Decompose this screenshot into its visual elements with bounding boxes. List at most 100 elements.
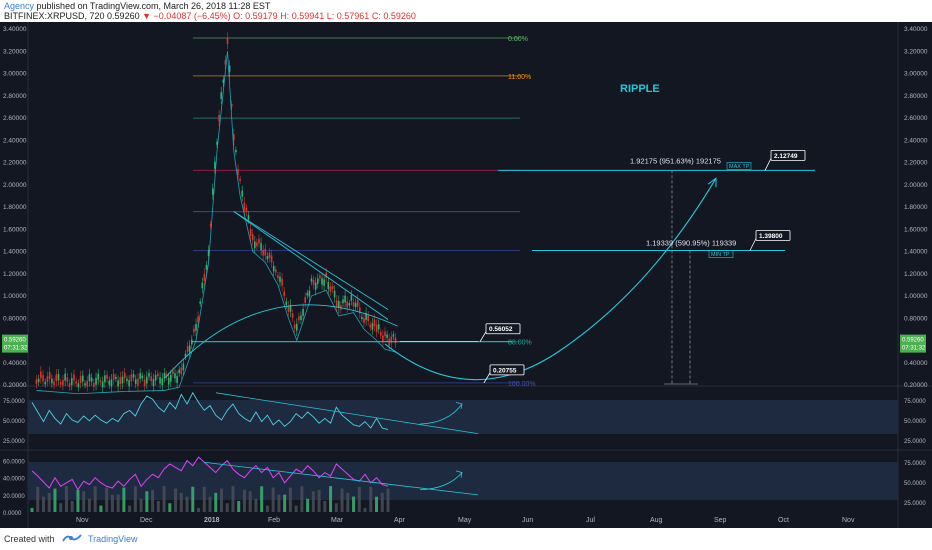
candle-down <box>224 59 227 65</box>
chart-canvas[interactable]: 0.00% 11.00% 88.00% 100.00% 3.40000 3.40000 3.… <box>0 22 932 528</box>
volume-bar <box>202 486 206 512</box>
fib-level-label: 88.00% <box>508 340 532 347</box>
candle-down <box>130 374 133 382</box>
chart-svg[interactable]: 0.00% 11.00% 88.00% 100.00% 3.40000 3.40000 3.… <box>0 22 932 528</box>
min-tp-tag <box>708 250 734 258</box>
candle-down <box>157 373 159 377</box>
min-measure-text: 1.19339 (590.95%) 119339 <box>646 239 736 248</box>
fib-level-label: 100.00% <box>508 381 536 388</box>
candle-up <box>57 374 60 381</box>
y-tick-right: 2.40000 <box>904 137 928 144</box>
candle-down <box>369 324 372 328</box>
candle-down <box>243 202 246 210</box>
volume-bar <box>254 498 258 512</box>
volume-bar <box>53 488 57 512</box>
rsi-tick-left: 75.0000 <box>3 399 25 405</box>
ohlc-open: O: 0.59179 <box>233 11 278 21</box>
x-tick-label: Feb <box>268 517 280 524</box>
candle-down <box>390 336 393 343</box>
candle-up <box>272 266 275 272</box>
volume-bar <box>64 486 68 512</box>
price-label-right <box>900 334 926 353</box>
candle-up <box>90 377 93 382</box>
y-tick-left: 3.20000 <box>3 48 27 55</box>
current-price-tag: 0.59260 <box>902 338 924 344</box>
candle-up <box>241 190 243 197</box>
ripple-title: RIPPLE <box>620 83 660 95</box>
volume-bar <box>329 486 333 512</box>
y-tick-left: 1.80000 <box>3 204 27 211</box>
y-tick-right: 0.40000 <box>904 360 928 367</box>
candle-down <box>283 291 285 297</box>
y-tick-right: 1.40000 <box>904 249 928 256</box>
y-tick-right: 3.40000 <box>904 26 928 33</box>
candle-down <box>264 248 267 256</box>
volume-bar <box>277 494 281 512</box>
volume-bar <box>133 486 137 512</box>
candle-down <box>275 269 277 273</box>
tradingview-logo-icon[interactable] <box>62 532 82 544</box>
y-tick-right: 1.20000 <box>904 271 928 278</box>
candle-down <box>319 275 321 279</box>
candle-down <box>245 207 248 213</box>
ohlc-close: C: 0.59260 <box>371 11 416 21</box>
callout-min-box <box>755 230 791 241</box>
down-arrow-icon: ▼ <box>142 11 152 21</box>
volume-bar <box>122 487 126 512</box>
volume-bar <box>76 489 80 512</box>
callout-support-leader <box>479 331 487 342</box>
volume-bar <box>156 500 160 512</box>
x-tick-label: Mar <box>331 517 344 524</box>
volume-bar <box>306 498 310 512</box>
ohlc-low: L: 0.57961 <box>326 11 370 21</box>
chart-header: Agency published on TradingView.com, Mar… <box>0 0 932 22</box>
x-tick-label: Nov <box>76 517 89 524</box>
volume-bar <box>300 486 304 512</box>
candle-down <box>197 316 199 323</box>
candle-down <box>143 379 146 386</box>
x-tick-label: Jul <box>586 517 595 524</box>
volume-bar <box>87 498 91 512</box>
candle-up <box>321 278 323 285</box>
candle-up <box>338 301 340 308</box>
candle-down <box>42 375 44 382</box>
volume-bar <box>145 491 149 512</box>
candle-up <box>235 149 237 153</box>
x-tick-label: Sep <box>714 517 727 524</box>
tradingview-brand[interactable]: TradingView <box>88 534 138 544</box>
rsi-trendline <box>215 392 479 434</box>
candle-down <box>251 234 254 241</box>
rsi-tick-left: 25.0000 <box>3 439 25 445</box>
volume-bar <box>30 508 34 512</box>
y-tick-left: 1.20000 <box>3 271 27 278</box>
candle-down <box>298 316 300 321</box>
candle-up <box>191 339 193 345</box>
author-link[interactable]: Agency <box>4 1 35 11</box>
candle-up <box>159 377 161 384</box>
candle-up <box>220 92 222 99</box>
volume-bar <box>352 496 356 512</box>
candle-up <box>306 293 309 296</box>
candle-up <box>254 241 256 249</box>
volume-bar <box>110 494 114 512</box>
candle-up <box>139 373 141 379</box>
volume-bar <box>208 496 212 512</box>
candle-down <box>40 371 42 379</box>
candle-up <box>176 376 178 384</box>
candle-up <box>302 308 304 316</box>
candle-up <box>365 313 367 320</box>
callout-max-leader <box>764 158 772 171</box>
candle-down <box>203 273 206 281</box>
candle-up <box>247 215 250 220</box>
y-tick-left: 0.80000 <box>3 315 27 322</box>
volume-bar <box>82 491 86 512</box>
candle-down <box>346 301 348 308</box>
volume-bar <box>151 489 155 512</box>
volume-bar <box>105 487 109 512</box>
candle-up <box>214 161 216 169</box>
volume-bar <box>334 503 338 512</box>
candle-up <box>188 345 191 353</box>
trendline-mid <box>233 211 389 320</box>
candle-up <box>163 372 166 379</box>
x-tick-label: Nov <box>842 517 855 524</box>
